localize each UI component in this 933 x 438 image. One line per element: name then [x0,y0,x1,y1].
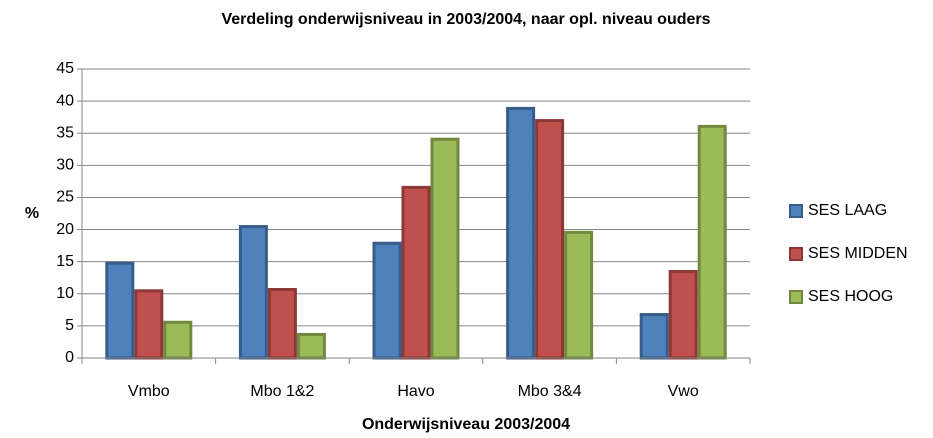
legend-swatch [789,290,803,304]
bar [697,124,727,360]
y-tick-label: 20 [56,221,74,238]
legend-label: SES LAAG [808,202,887,219]
y-tick-label: 10 [56,285,74,302]
y-tick-label: 0 [65,349,74,366]
bar [430,137,460,360]
x-tick-label: Mbo 1&2 [250,383,314,400]
legend-swatch [789,204,803,218]
y-tick-label: 25 [56,189,74,206]
bar [372,241,402,360]
chart-title: Verdeling onderwijsniveau in 2003/2004, … [221,11,710,28]
legend-label: SES MIDDEN [808,245,908,262]
bar [535,119,565,360]
bar [163,320,193,360]
x-tick-label: Havo [397,383,434,400]
y-tick-label: 35 [56,124,74,141]
y-tick-label: 15 [56,253,74,270]
y-tick-label: 40 [56,92,74,109]
bar [238,225,268,360]
x-axis-label: Onderwijsniveau 2003/2004 [362,416,570,433]
x-tick-label: Vwo [668,383,699,400]
bar [401,185,431,360]
legend-label: SES HOOG [808,288,893,305]
y-axis-label: % [25,205,39,222]
x-tick-label: Vmbo [128,383,170,400]
x-tick-label: Mbo 3&4 [518,383,582,400]
y-tick-label: 5 [65,317,74,334]
y-tick-label: 30 [56,157,74,174]
bar [668,270,698,360]
legend-swatch [789,247,803,261]
bar [506,106,536,360]
bar [296,332,326,360]
bar [564,230,594,360]
bar [105,261,135,360]
bar [134,289,164,360]
y-tick-label: 45 [56,60,74,77]
bar [267,287,297,360]
bar [639,313,669,360]
